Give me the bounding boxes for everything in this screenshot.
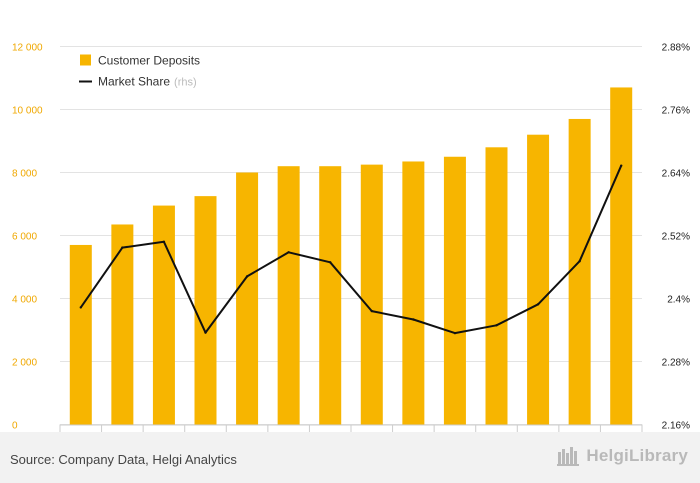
bar-2013 [443,156,466,425]
y-left-tick-label: 12 000 [12,43,43,54]
market-share-point-2005 [121,246,124,249]
bar-2016 [568,118,591,425]
market-share-point-2007 [204,331,207,334]
market-share-point-2008 [245,275,249,278]
y-right-tick-label: 2.64% [662,169,690,180]
market-share-point-2012 [412,318,415,321]
market-share-point-2016 [578,260,581,263]
market-share-point-2011 [370,309,373,313]
line-market-share [79,164,623,335]
library-icon [557,447,580,466]
y-left-tick-label: 4 000 [12,295,37,306]
market-share-point-2010 [329,261,332,264]
footer: Source: Company Data, Helgi Analytics He… [0,432,700,483]
y-right-tick-label: 2.28% [662,358,690,369]
bar-2004 [69,244,92,425]
market-share-line [79,165,623,335]
bar-2011 [360,164,383,425]
legend-swatch-customer-deposits [80,54,91,66]
y-left-tick-label: 10 000 [12,106,43,117]
brand-name: HelgiLibrary [586,446,688,465]
source-note: Source: Company Data, Helgi Analytics [10,452,237,467]
bars-customer-deposits [69,87,633,425]
bar-2017 [610,87,633,425]
market-share-point-2015 [536,303,540,306]
market-share-point-2006 [162,240,166,243]
bar-2010 [319,166,342,425]
legend-label-customer-deposits: Customer Deposits [98,54,200,68]
bar-2009 [277,166,300,425]
y-right-tick-label: 2.16% [662,421,690,432]
bar-2012 [402,161,425,425]
y-right-tick-label: 2.88% [662,43,690,54]
market-share-point-2009 [287,251,290,254]
y-left-tick-label: 6 000 [12,232,37,243]
y-left-tick-label: 0 [12,421,18,432]
y-left-tick-label: 2 000 [12,358,37,369]
market-share-point-2013 [453,331,457,335]
bar-2006 [152,205,175,425]
y-right-tick-label: 2.76% [662,106,690,117]
market-share-point-2017 [620,164,623,167]
gridlines [60,46,642,425]
bar-2005 [111,224,134,425]
legend: Customer Deposits Market Share (rhs) [79,54,200,89]
market-share-point-2014 [495,324,498,327]
market-share-point-2004 [79,306,82,309]
y-right-tick-label: 2.4% [667,295,690,306]
bar-2007 [194,196,217,425]
legend-label-market-share: Market Share (rhs) [98,75,197,89]
bar-2014 [485,147,508,425]
bar-2015 [527,134,550,425]
bar-2008 [236,172,259,425]
y-left-tick-label: 8 000 [12,169,37,180]
y-right-tick-label: 2.52% [662,232,690,243]
brand-logo: HelgiLibrary [557,446,688,466]
